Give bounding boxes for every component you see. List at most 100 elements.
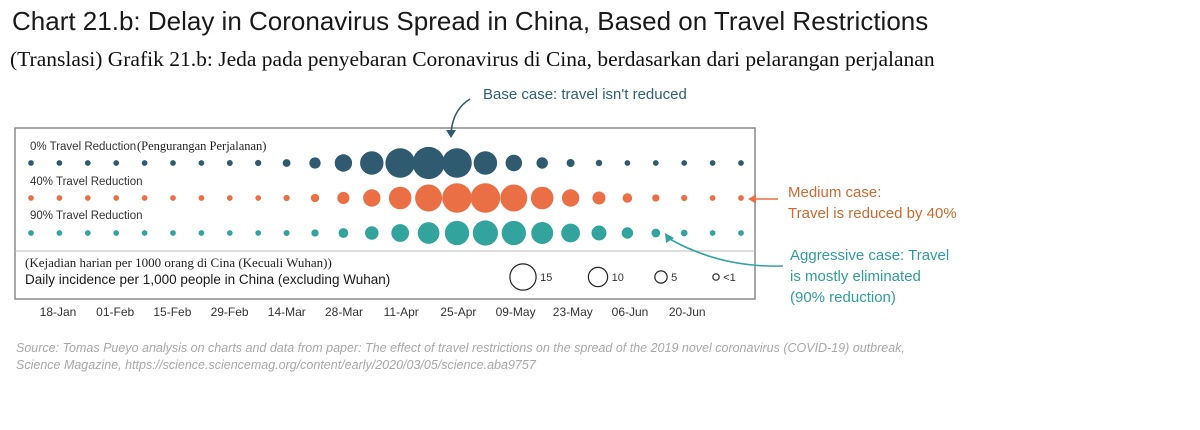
- bubble-point: [56, 160, 63, 166]
- bubble-point: [255, 195, 262, 201]
- bubble-point: [651, 228, 661, 238]
- row-labels-layer: 0% Travel Reduction (Pengurangan Perjalan…: [30, 139, 266, 222]
- bubble-point: [561, 223, 580, 243]
- series-label-translation: (Pengurangan Perjalanan): [137, 139, 266, 153]
- bubble-point: [363, 189, 381, 207]
- bubble-point: [624, 160, 631, 166]
- bubble-point: [283, 194, 290, 202]
- chart-title: Chart 21.b: Delay in Coronavirus Spread …: [12, 6, 929, 36]
- bubble-point: [56, 230, 63, 236]
- bubbles-layer: [28, 146, 744, 246]
- x-tick-label: 09-May: [496, 305, 536, 319]
- bubble-point: [170, 195, 176, 201]
- bubble-point: [681, 194, 688, 202]
- bubble-point: [84, 160, 91, 166]
- bubble-point: [595, 159, 603, 167]
- bubble-point: [226, 230, 233, 236]
- x-tick-label: 20-Jun: [669, 305, 706, 319]
- bubble-point: [444, 220, 470, 246]
- bubble-point: [360, 151, 384, 175]
- bubble-point: [652, 160, 659, 166]
- x-tick-label: 11-Apr: [384, 305, 419, 319]
- bubble-point: [442, 148, 472, 178]
- bubble-point: [591, 225, 607, 241]
- bubble-point: [84, 230, 91, 236]
- size-legend-circle: [654, 270, 668, 284]
- source-line-2: Science Magazine, https://science.scienc…: [16, 358, 536, 372]
- bubble-point: [170, 230, 176, 236]
- bubble-point: [709, 195, 716, 201]
- bubble-point: [505, 154, 523, 172]
- bubble-point: [391, 224, 410, 242]
- annotation-base-case: Base case: travel isn't reduced: [483, 86, 687, 103]
- annotation-medium-arrowhead: [748, 194, 756, 204]
- bubble-point: [337, 191, 350, 205]
- bubble-point: [113, 230, 120, 236]
- size-legend-label: 15: [540, 272, 552, 284]
- annotation-base-arrowhead: [446, 130, 456, 138]
- bubble-point: [473, 151, 498, 175]
- bubble-point: [566, 159, 575, 167]
- bubble-point: [255, 159, 262, 167]
- bubble-point: [255, 230, 262, 236]
- bubble-point: [283, 229, 290, 237]
- bubble-point: [388, 186, 412, 210]
- bubble-point: [28, 195, 34, 201]
- bubble-point: [141, 230, 148, 236]
- bubble-point: [113, 195, 120, 201]
- annotations-layer: Base case: travel isn't reduced Medium ca…: [446, 86, 957, 306]
- bubble-point: [311, 229, 319, 237]
- source-line-1: Source: Tomas Pueyo analysis on charts a…: [16, 341, 905, 355]
- x-tick-label: 06-Jun: [612, 305, 649, 319]
- annotation-aggressive-case-line1: Aggressive case: Travel: [790, 247, 949, 264]
- bubble-chart: 0% Travel Reduction (Pengurangan Perjalan…: [14, 86, 957, 319]
- bubble-point: [652, 194, 660, 202]
- bubble-point: [592, 191, 606, 205]
- bubble-point: [170, 160, 176, 166]
- bubble-point: [84, 195, 91, 201]
- bubble-point: [621, 227, 634, 239]
- x-tick-label: 28-Mar: [325, 305, 363, 319]
- bubble-point: [226, 160, 233, 166]
- series-label: 0% Travel Reduction: [30, 141, 136, 153]
- bubble-point: [738, 160, 744, 166]
- bubble-point: [709, 230, 716, 236]
- bubble-point: [141, 195, 148, 201]
- bubble-point: [561, 189, 580, 207]
- legend-title-translation: (Kejadian harian per 1000 orang di Cina …: [25, 255, 332, 270]
- bubble-point: [282, 159, 291, 167]
- bubble-point: [417, 222, 440, 244]
- bubble-point: [412, 146, 445, 180]
- bubble-point: [680, 229, 688, 237]
- bubble-point: [531, 222, 554, 244]
- bubble-point: [470, 183, 501, 213]
- size-legend-label: 5: [671, 272, 677, 284]
- x-tick-label: 14-Mar: [268, 305, 306, 319]
- annotation-aggressive-case-line2: is mostly eliminated: [790, 268, 921, 285]
- bubble-point: [501, 220, 526, 246]
- x-tick-label: 01-Feb: [96, 305, 134, 319]
- chart-frame: [14, 127, 756, 300]
- source-note: Source: Tomas Pueyo analysis on charts a…: [16, 340, 905, 374]
- bubble-point: [113, 160, 120, 166]
- bubble-point: [198, 195, 205, 201]
- bubble-point: [530, 186, 554, 210]
- x-tick-label: 18-Jan: [40, 305, 77, 319]
- bubble-point: [472, 220, 499, 246]
- bubble-point: [385, 148, 415, 178]
- bubble-point: [310, 193, 320, 203]
- x-tick-label: 23-May: [553, 305, 593, 319]
- bubble-point: [338, 228, 349, 238]
- bubble-point: [738, 195, 744, 201]
- bubble-point: [500, 184, 528, 212]
- bubble-point: [309, 157, 321, 169]
- bubble-point: [442, 183, 472, 213]
- bubble-point: [198, 160, 205, 166]
- size-legend-circle: [712, 273, 720, 281]
- bubble-point: [415, 184, 443, 212]
- series-label: 90% Travel Reduction: [30, 210, 143, 222]
- bubble-point: [56, 195, 63, 201]
- annotation-aggressive-case-line3: (90% reduction): [790, 289, 896, 306]
- size-legend-circle: [587, 266, 609, 288]
- size-legend-label: <1: [723, 272, 736, 284]
